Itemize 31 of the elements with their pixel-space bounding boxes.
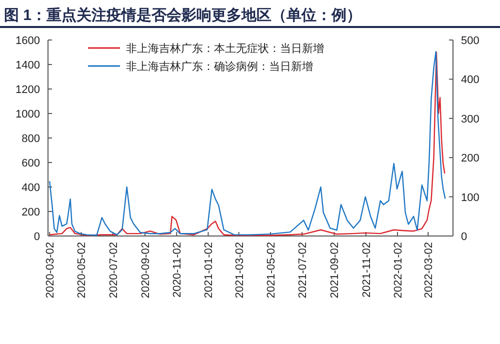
y-tick-label: 400 — [22, 182, 40, 194]
x-tick-label: 2020-11-02 — [172, 242, 184, 298]
y2-tick-label: 300 — [461, 113, 480, 126]
y-tick-label: 200 — [22, 206, 40, 218]
x-tick-label: 2020-09-02 — [140, 242, 152, 298]
x-tick-label: 2022-01-02 — [392, 242, 405, 298]
x-tick-label: 2021-01-02 — [203, 242, 216, 298]
x-tick-label: 2022-03-02 — [423, 242, 436, 298]
x-tick-label: 2021-07-02 — [297, 242, 310, 298]
y-tick-label: 1000 — [16, 108, 40, 120]
x-tick-label: 2020-05-02 — [76, 242, 88, 298]
x-tick-label: 2021-11-02 — [360, 242, 373, 298]
y-tick-label: 0 — [34, 231, 40, 243]
y-tick-label: 1400 — [16, 60, 40, 72]
y-tick-label: 1600 — [16, 35, 40, 47]
y-tick-label: 800 — [22, 133, 40, 145]
x-tick-label: 2021-05-02 — [265, 242, 278, 298]
legend-label: 非上海吉林广东：确诊病例：当日新增 — [126, 60, 313, 73]
y2-tick-label: 200 — [461, 152, 480, 165]
y2-tick-label: 0 — [461, 231, 468, 243]
y2-tick-label: 500 — [461, 35, 480, 47]
y2-tick-label: 400 — [461, 74, 480, 86]
y2-tick-label: 100 — [461, 192, 480, 204]
y-tick-label: 1200 — [16, 84, 40, 96]
chart-title: 图 1：重点关注疫情是否会影响更多地区（单位：例） — [4, 6, 362, 24]
x-tick-label: 2020-03-02 — [44, 242, 57, 298]
x-tick-label: 2021-03-02 — [234, 242, 246, 298]
y-tick-label: 600 — [22, 158, 40, 170]
x-tick-label: 2021-09-02 — [329, 242, 342, 298]
x-tick-label: 2020-07-02 — [108, 242, 120, 298]
legend-label: 非上海吉林广东：本土无症状：当日新增 — [126, 42, 324, 55]
